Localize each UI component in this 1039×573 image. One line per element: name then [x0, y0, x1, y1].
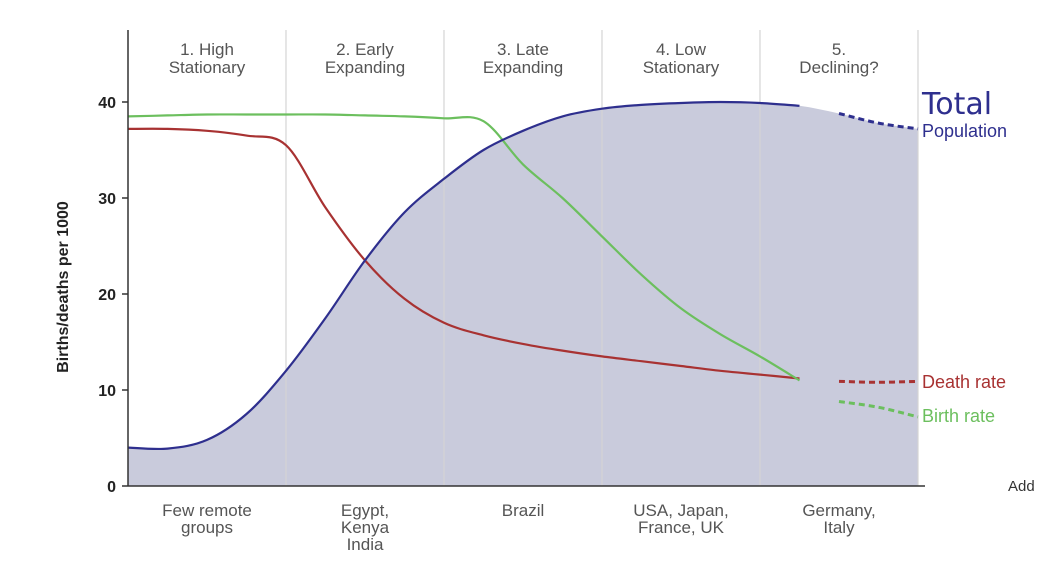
series-lines [127, 100, 919, 451]
birth-rate-line [127, 113, 801, 382]
y-axis-title: Births/deaths per 1000 [55, 201, 72, 373]
birth-rate-label: Birth rate [922, 406, 995, 426]
death-rate-line [127, 127, 800, 380]
cropped-edge-text: Add [1008, 478, 1035, 495]
stage-dividers [285, 30, 919, 486]
total-handwritten-label: Total [921, 87, 992, 122]
birth-rate-line-projected [838, 400, 919, 419]
stage-label: Stationary [169, 58, 246, 77]
country-label: India [347, 535, 384, 554]
population-line [127, 100, 800, 451]
population-line-projected [838, 112, 919, 131]
country-label: Brazil [502, 501, 545, 520]
country-label: Egypt, [341, 501, 389, 520]
country-label: Germany, [802, 501, 875, 520]
stage-label: Declining? [799, 58, 878, 77]
y-tick-label: 40 [98, 95, 116, 112]
population-area-layer [128, 102, 918, 486]
country-label: groups [181, 518, 233, 537]
country-label: USA, Japan, [633, 501, 728, 520]
country-label: France, UK [638, 518, 725, 537]
country-label: Italy [823, 518, 855, 537]
y-tick-label: 20 [98, 287, 116, 304]
y-tick-label: 10 [98, 383, 116, 400]
y-tick-label: 0 [107, 479, 116, 496]
y-axis: 0 10 20 30 40 [98, 30, 129, 496]
stage-label: 4. Low [656, 40, 707, 59]
country-label: Few remote [162, 501, 252, 520]
death-rate-line-projected [838, 379, 919, 384]
death-rate-label: Death rate [922, 372, 1006, 392]
stage-label: Expanding [325, 58, 405, 77]
stage-label: Expanding [483, 58, 563, 77]
stage-label: 2. Early [336, 40, 394, 59]
stage-label: 5. [832, 40, 846, 59]
country-label: Kenya [341, 518, 390, 537]
stage-label: Stationary [643, 58, 720, 77]
population-area [128, 102, 918, 486]
stage-label: 3. Late [497, 40, 549, 59]
population-label: Population [922, 121, 1007, 141]
stage-label: 1. High [180, 40, 234, 59]
y-tick-label: 30 [98, 191, 116, 208]
